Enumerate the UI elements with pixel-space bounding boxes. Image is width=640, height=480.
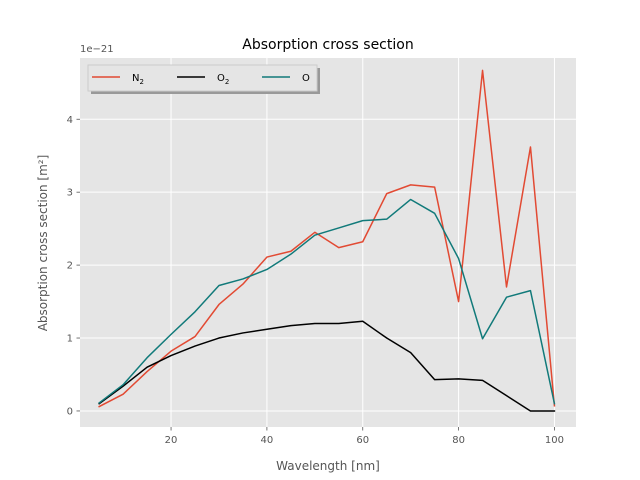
y-axis-ticks: 0 1 2 3 4 [67, 115, 80, 417]
y-tick-label: 4 [67, 115, 73, 126]
y-tick-label: 0 [67, 406, 73, 417]
legend-label: N2 [132, 73, 144, 86]
y-axis-label: Absorption cross section [m²] [36, 155, 50, 332]
x-axis-ticks: 20 40 60 80 100 [165, 427, 564, 446]
y-tick-label: 3 [67, 188, 73, 199]
series-line-2 [98, 198, 556, 405]
plot-area [80, 58, 576, 427]
x-tick-label: 60 [356, 435, 369, 446]
legend-box [87, 64, 318, 92]
legend-label: O [302, 73, 310, 84]
y-tick-label: 2 [67, 261, 73, 272]
legend-label-main: N [132, 73, 139, 84]
legend-label-subscript: 2 [225, 78, 229, 86]
x-axis-label: Wavelength [nm] [276, 459, 380, 473]
y-tick-label: 1 [67, 334, 73, 345]
series-line-1 [98, 320, 556, 412]
series-layer [98, 69, 556, 412]
x-tick-label: 100 [545, 435, 564, 446]
legend: N2 O2 O [87, 64, 320, 94]
chart-title: Absorption cross section [242, 37, 413, 53]
x-tick-label: 40 [261, 435, 274, 446]
grid [80, 58, 576, 427]
y-offset-text: 1e−21 [80, 44, 114, 55]
legend-label-subscript: 2 [139, 78, 143, 86]
legend-label: O2 [217, 73, 229, 86]
legend-items: N2 O2 O [92, 73, 310, 86]
x-tick-label: 80 [452, 435, 465, 446]
series-line-0 [98, 69, 556, 408]
legend-label-main: O [302, 73, 310, 84]
legend-label-main: O [217, 73, 225, 84]
x-tick-label: 20 [165, 435, 178, 446]
